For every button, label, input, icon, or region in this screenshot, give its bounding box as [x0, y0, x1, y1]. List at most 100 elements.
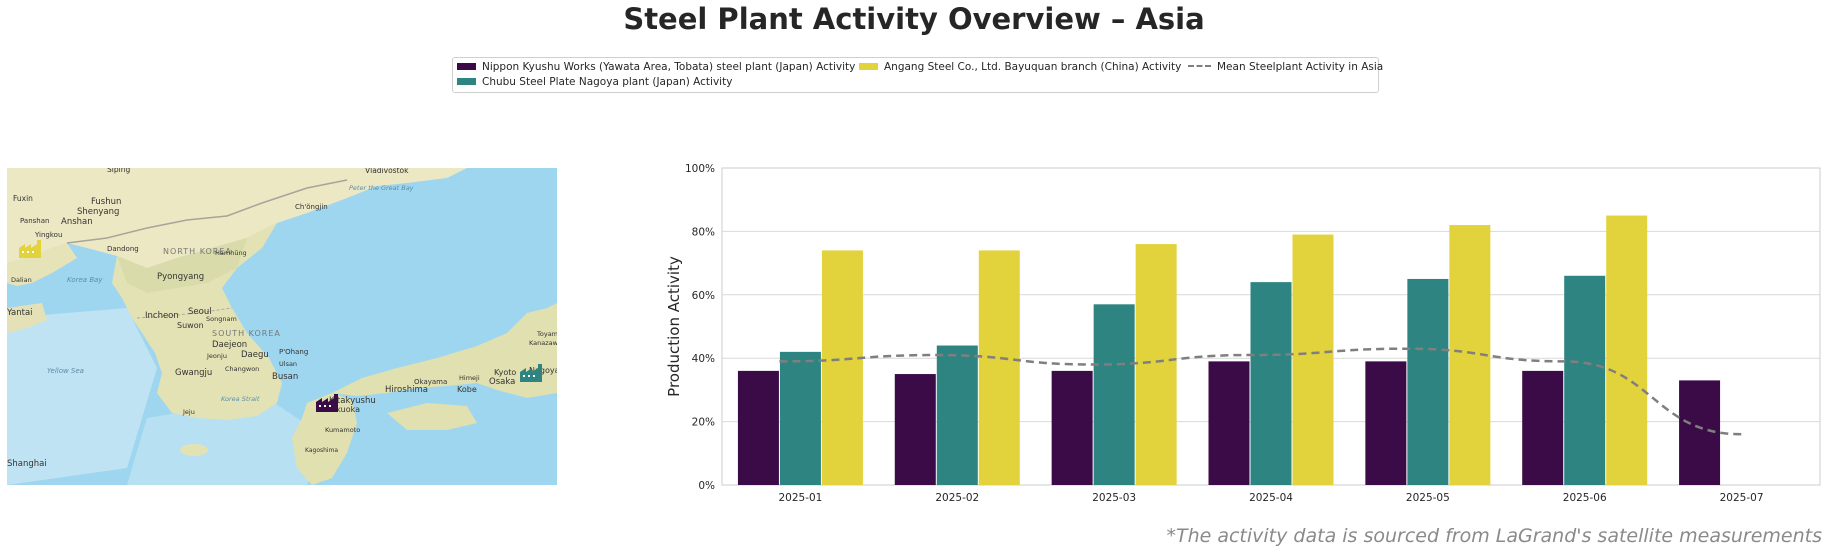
bar-chubu: [1093, 304, 1135, 485]
legend-label-angang: Angang Steel Co., Ltd. Bayuquan branch (…: [884, 61, 1182, 73]
land-shandong: [7, 303, 47, 333]
map-label-fushun: Fushun: [91, 197, 121, 207]
map-label-yellow-sea: Yellow Sea: [47, 367, 84, 375]
map-label-hamhung: Hamhŭng: [215, 249, 247, 257]
map-label-yantai: Yantai: [7, 308, 33, 318]
land-jeju: [180, 444, 208, 456]
map-label-toyama: Toyama: [536, 330, 557, 338]
bar-angang: [1606, 215, 1648, 486]
legend-label-mean: Mean Steelplant Activity in Asia: [1217, 61, 1384, 73]
axis-layer: 0% 20% 40% 60% 80% 100% 2025-01 2025-02 2025-03 2…: [685, 163, 1764, 504]
map-label-ulsan: Ulsan: [279, 360, 297, 368]
map-label-osaka: Osaka: [489, 377, 515, 387]
bar-angang: [978, 250, 1020, 485]
angang-factory-icon: [19, 240, 41, 258]
legend-swatch-angang: [859, 62, 878, 70]
map-label-seoul: Seoul: [188, 307, 212, 317]
land-liaodong: [7, 243, 77, 286]
map-label-kitakyushu: Kitakyushu: [329, 396, 376, 406]
legend-item-mean: Mean Steelplant Activity in Asia: [1188, 60, 1383, 75]
map-label-north-korea: NORTH KOREA: [163, 247, 232, 256]
map-label-shanghai: Shanghai: [7, 459, 47, 469]
map-label-daejeon: Daejeon: [212, 340, 247, 350]
legend-item-angang: Angang Steel Co., Ltd. Bayuquan branch (…: [859, 60, 1181, 75]
bar-nippon: [1051, 370, 1093, 485]
bar-layer: [737, 215, 1721, 486]
bar-nippon: [737, 370, 779, 485]
yellow-sea-shallows: [7, 308, 157, 485]
bar-angang: [1135, 244, 1177, 485]
map-label-peter-great-bay: Peter the Great Bay: [349, 184, 414, 192]
x-tick-label: 2025-05: [1406, 492, 1450, 504]
map-label-korea-bay: Korea Bay: [67, 276, 103, 284]
border-dmz: [136, 307, 233, 319]
legend: Nippon Kyushu Works (Yawata Area, Tobata…: [452, 57, 1383, 93]
map-label-yingkou: Yingkou: [34, 231, 62, 239]
x-tick-label: 2025-02: [935, 492, 979, 504]
map-label-okayama: Okayama: [414, 378, 447, 386]
bar-angang: [1292, 234, 1334, 485]
legend-swatch-chubu: [457, 77, 476, 85]
bar-angang: [821, 250, 863, 485]
map-label-songnam: Songnam: [206, 315, 237, 323]
map-label-kumamoto: Kumamoto: [325, 426, 360, 434]
map-labels: Siping Vladivostok Fuxin Fushun Shenyang…: [7, 168, 557, 469]
map-label-dandong: Dandong: [107, 245, 139, 253]
bar-nippon: [1365, 361, 1407, 485]
border-china-korea: [66, 179, 348, 244]
land-north-korea-highlands: [117, 238, 247, 293]
map-label-gwangju: Gwangju: [175, 368, 212, 378]
map-label-fuxin: Fuxin: [13, 194, 33, 203]
map-label-shenyang: Shenyang: [77, 207, 119, 217]
bar-chubu: [1564, 275, 1606, 485]
y-tick-label: 80%: [692, 226, 715, 238]
map-label-busan: Busan: [272, 372, 298, 382]
footnote: *The activity data is sourced from LaGra…: [1166, 525, 1822, 547]
page-title: Steel Plant Activity Overview – Asia: [623, 2, 1205, 36]
chubu-factory-icon: [520, 364, 542, 382]
legend-item-chubu: Chubu Steel Plate Nagoya plant (Japan) A…: [457, 75, 732, 90]
legend-swatch-nippon: [457, 62, 476, 70]
x-tick-label: 2025-06: [1563, 492, 1607, 504]
line-layer: [779, 347, 1742, 436]
map-label-incheon: Incheon: [145, 311, 179, 321]
map-label-kagoshima: Kagoshima: [305, 447, 338, 454]
y-tick-label: 40%: [692, 353, 715, 365]
map-label-kanazawa: Kanazawa: [529, 339, 557, 347]
map-label-kyoto: Kyoto: [494, 368, 516, 377]
mean-activity-line: [779, 347, 1742, 436]
map-label-panshan: Panshan: [20, 217, 49, 225]
korea-strait-shallows: [127, 398, 327, 485]
bar-nippon: [894, 374, 936, 485]
map-label-south-korea: SOUTH KOREA: [212, 329, 281, 338]
legend-label-nippon: Nippon Kyushu Works (Yawata Area, Tobata…: [482, 61, 856, 73]
bar-chubu: [936, 345, 978, 485]
map-label-daegu: Daegu: [241, 350, 269, 360]
legend-line-mean: [1188, 65, 1211, 67]
map-panel: Siping Vladivostok Fuxin Fushun Shenyang…: [7, 168, 557, 485]
map-label-siping: Siping: [107, 168, 130, 174]
legend-item-nippon: Nippon Kyushu Works (Yawata Area, Tobata…: [457, 60, 855, 75]
land-shikoku: [387, 403, 477, 430]
map-label-nagoya: Nagoya: [529, 366, 557, 375]
map-label-jeju: Jeju: [182, 408, 195, 416]
nippon-factory-icon: [316, 394, 338, 412]
map-label-hiroshima: Hiroshima: [385, 385, 428, 395]
y-tick-label: 0%: [698, 480, 715, 492]
x-tick-label: 2025-01: [778, 492, 822, 504]
bar-chubu: [1250, 282, 1292, 485]
map-label-changwon: Changwon: [225, 365, 259, 373]
map-svg: Siping Vladivostok Fuxin Fushun Shenyang…: [7, 168, 557, 485]
activity-chart-svg: 0% 20% 40% 60% 80% 100% 2025-01 2025-02 2025-03 2…: [665, 163, 1821, 504]
land-honshu: [332, 303, 557, 398]
map-label-chongjin: Ch'ŏngjin: [295, 203, 328, 211]
map-label-dalian: Dalian: [11, 276, 32, 284]
bar-chubu: [1407, 278, 1449, 485]
map-label-anshan: Anshan: [61, 217, 93, 227]
bar-nippon: [1522, 370, 1564, 485]
map-label-pohang: P'Ohang: [279, 348, 308, 356]
map-label-suwon: Suwon: [177, 321, 204, 330]
map-label-vladivostok: Vladivostok: [365, 168, 409, 175]
map-label-fukuoka: Fukuoka: [327, 405, 360, 414]
x-tick-label: 2025-07: [1720, 492, 1764, 504]
